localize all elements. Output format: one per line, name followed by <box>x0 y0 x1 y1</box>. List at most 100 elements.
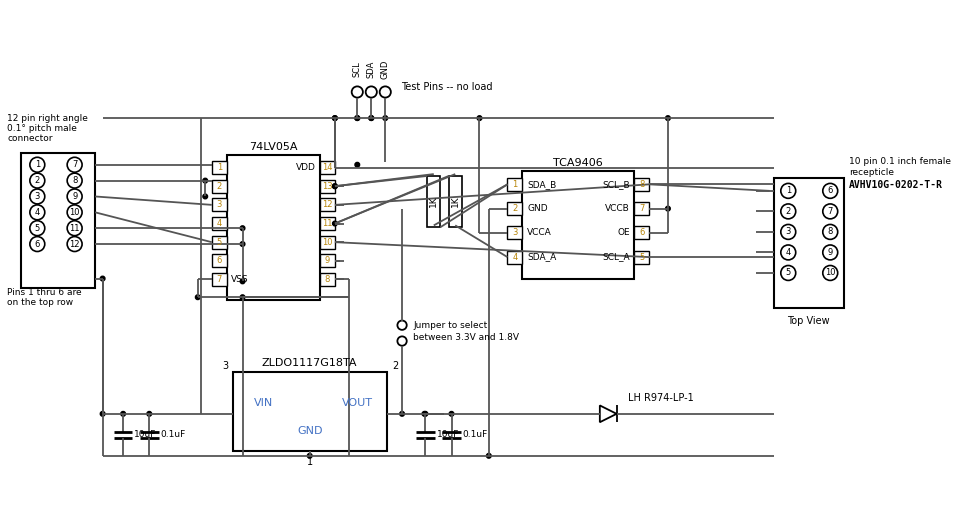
Bar <box>448 176 462 227</box>
Circle shape <box>333 116 337 120</box>
Text: 12: 12 <box>70 239 80 249</box>
Text: VSS: VSS <box>231 275 249 284</box>
Circle shape <box>449 412 454 416</box>
Bar <box>320 236 335 249</box>
Text: VCCB: VCCB <box>605 204 630 213</box>
Bar <box>635 251 649 264</box>
Circle shape <box>147 412 152 416</box>
Text: 10uF: 10uF <box>437 430 459 439</box>
Bar <box>320 180 335 193</box>
Text: GND: GND <box>527 204 548 213</box>
Text: 9: 9 <box>325 256 330 265</box>
Text: VDD: VDD <box>295 163 315 172</box>
Text: 6: 6 <box>34 239 40 249</box>
Text: 2: 2 <box>392 361 398 371</box>
Text: 1K: 1K <box>450 195 460 207</box>
Text: SCL_B: SCL_B <box>602 180 630 189</box>
Text: VCCA: VCCA <box>527 229 552 237</box>
Text: TCA9406: TCA9406 <box>554 158 603 168</box>
Text: 13: 13 <box>322 181 333 191</box>
Text: VIN: VIN <box>253 398 272 407</box>
Text: 3: 3 <box>786 227 791 236</box>
Circle shape <box>665 116 670 120</box>
Text: 11: 11 <box>322 219 333 228</box>
Bar <box>320 161 335 174</box>
Circle shape <box>477 116 482 120</box>
Text: 1K: 1K <box>429 195 438 207</box>
Circle shape <box>240 226 245 231</box>
Text: 14: 14 <box>322 163 333 172</box>
Text: 1: 1 <box>786 186 791 195</box>
Text: 1: 1 <box>512 180 517 189</box>
Bar <box>212 199 227 211</box>
Bar <box>508 202 522 215</box>
Text: SDA: SDA <box>367 61 376 78</box>
Bar <box>233 372 387 451</box>
Circle shape <box>333 184 337 189</box>
Circle shape <box>423 412 426 416</box>
Circle shape <box>240 242 245 247</box>
Bar <box>227 156 320 300</box>
Text: VOUT: VOUT <box>342 398 373 407</box>
Circle shape <box>333 184 337 189</box>
Text: 10: 10 <box>322 238 333 247</box>
Text: AVHV10G-0202-T-R: AVHV10G-0202-T-R <box>849 180 943 190</box>
Circle shape <box>665 206 670 211</box>
Circle shape <box>203 194 207 199</box>
Text: 12 pin right angle: 12 pin right angle <box>8 114 88 123</box>
Bar <box>427 176 441 227</box>
Text: 0.1° pitch male: 0.1° pitch male <box>8 124 77 133</box>
Text: connector: connector <box>8 134 53 143</box>
Bar <box>508 226 522 239</box>
Circle shape <box>400 412 404 416</box>
Text: recepticle: recepticle <box>849 168 894 177</box>
Circle shape <box>120 412 125 416</box>
Circle shape <box>355 116 359 120</box>
Text: SDA_A: SDA_A <box>527 253 556 262</box>
Text: SCL: SCL <box>353 62 361 78</box>
Circle shape <box>355 116 359 120</box>
Text: SCL_A: SCL_A <box>602 253 630 262</box>
Text: 1: 1 <box>217 163 222 172</box>
Text: 10: 10 <box>825 268 836 278</box>
Text: 6: 6 <box>828 186 833 195</box>
Polygon shape <box>599 405 617 422</box>
Text: 4: 4 <box>217 219 222 228</box>
Text: 8: 8 <box>640 180 644 189</box>
Text: 11: 11 <box>70 224 80 233</box>
Circle shape <box>383 116 387 120</box>
Text: 2: 2 <box>217 181 222 191</box>
Text: 5: 5 <box>34 224 40 233</box>
Text: ZLDO1117G18TA: ZLDO1117G18TA <box>262 358 358 368</box>
Text: 5: 5 <box>640 253 644 262</box>
Circle shape <box>487 453 491 458</box>
Text: 2: 2 <box>512 204 517 213</box>
Bar <box>522 171 635 279</box>
Text: Top View: Top View <box>788 315 830 326</box>
Text: 3: 3 <box>216 201 222 209</box>
Text: 3: 3 <box>34 192 40 201</box>
Circle shape <box>203 178 207 183</box>
Text: GND: GND <box>380 60 390 79</box>
Circle shape <box>355 162 359 167</box>
Text: SDA_B: SDA_B <box>527 180 556 189</box>
Circle shape <box>240 295 245 299</box>
Text: 7: 7 <box>72 160 77 169</box>
Text: 10 pin 0.1 inch female: 10 pin 0.1 inch female <box>849 158 951 166</box>
Circle shape <box>333 116 337 120</box>
Text: Test Pins -- no load: Test Pins -- no load <box>402 82 492 93</box>
Text: Pins 1 thru 6 are: Pins 1 thru 6 are <box>8 288 82 297</box>
Bar <box>212 217 227 230</box>
Text: 8: 8 <box>325 275 330 284</box>
Bar <box>635 178 649 191</box>
Text: 5: 5 <box>217 238 222 247</box>
Text: 3: 3 <box>512 229 517 237</box>
Text: 3: 3 <box>223 361 228 371</box>
Text: 74LV05A: 74LV05A <box>250 142 297 152</box>
Text: LH R974-LP-1: LH R974-LP-1 <box>628 393 693 403</box>
Bar <box>508 178 522 191</box>
Text: 10uF: 10uF <box>135 430 157 439</box>
Text: 6: 6 <box>216 256 222 265</box>
Text: 7: 7 <box>828 207 833 216</box>
Text: 9: 9 <box>72 192 77 201</box>
